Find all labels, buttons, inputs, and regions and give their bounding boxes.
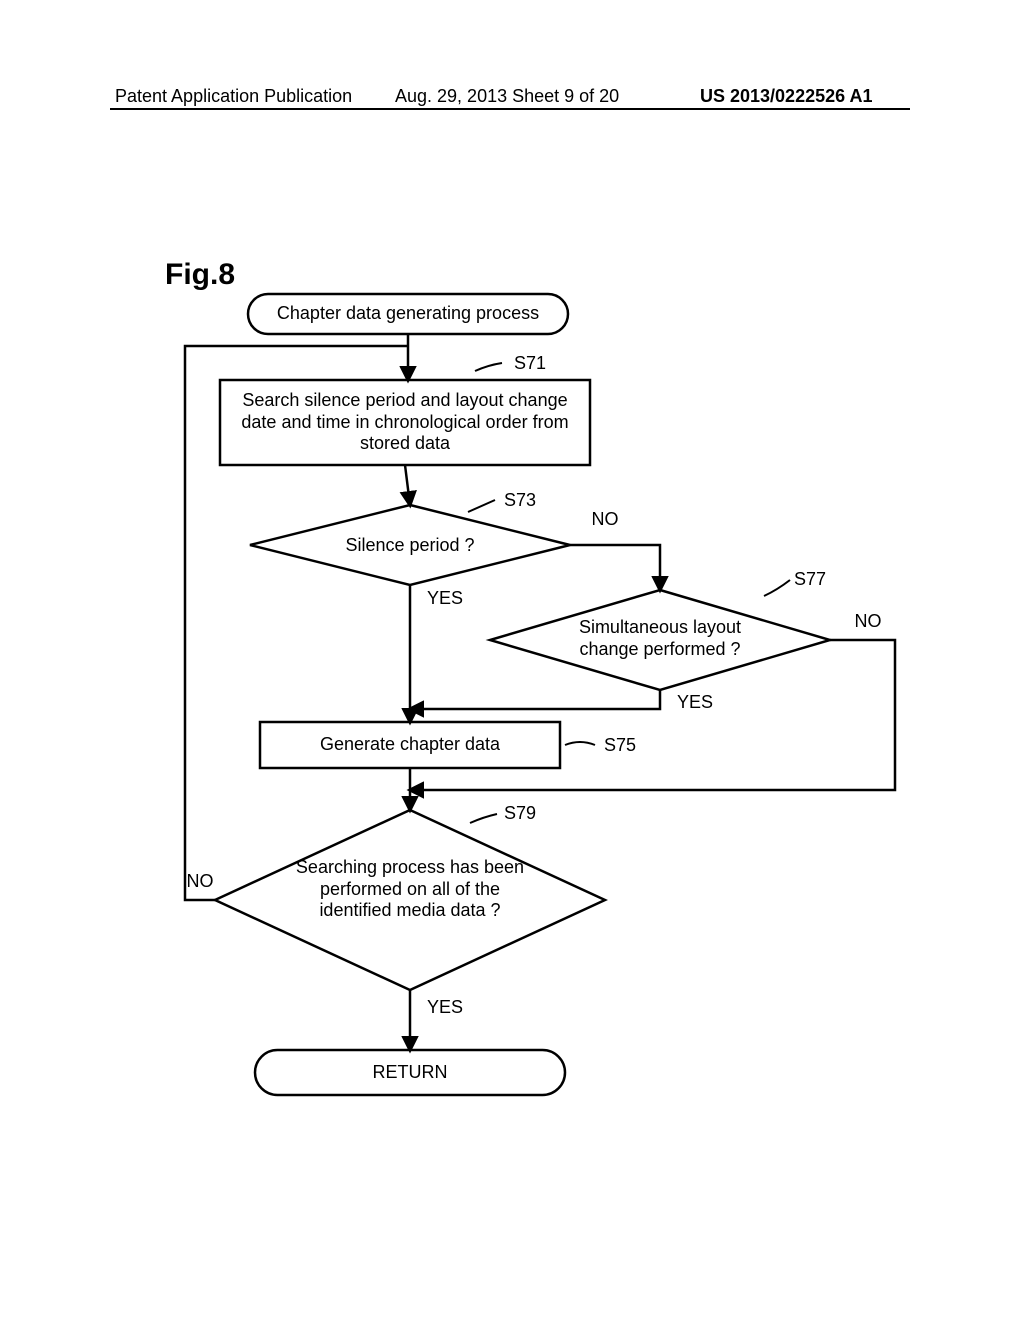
s77-step-num: S77 xyxy=(780,569,840,591)
s73-diamond-text: Silence period ? xyxy=(310,535,510,557)
s79-step-num: S79 xyxy=(490,803,550,825)
return-terminator-text: RETURN xyxy=(255,1062,565,1084)
start-terminator-text: Chapter data generating process xyxy=(248,303,568,325)
s79-yes-label: YES xyxy=(415,997,475,1019)
s77-yes-label: YES xyxy=(665,692,725,714)
s75-box-text: Generate chapter data xyxy=(260,734,560,756)
s79-diamond-text: Searching process has been performed on … xyxy=(295,857,525,922)
s75-step-num: S75 xyxy=(590,735,650,757)
s79-no-label: NO xyxy=(175,871,225,893)
s71-box-text: Search silence period and layout change … xyxy=(230,390,580,455)
s73-yes-label: YES xyxy=(415,588,475,610)
s77-no-label: NO xyxy=(843,611,893,633)
flowchart-svg xyxy=(0,0,1024,1320)
s73-no-label: NO xyxy=(580,509,630,531)
s73-step-num: S73 xyxy=(490,490,550,512)
s71-step-num: S71 xyxy=(500,353,560,375)
s77-diamond-text: Simultaneous layout change performed ? xyxy=(560,617,760,660)
page: Patent Application Publication Aug. 29, … xyxy=(0,0,1024,1320)
